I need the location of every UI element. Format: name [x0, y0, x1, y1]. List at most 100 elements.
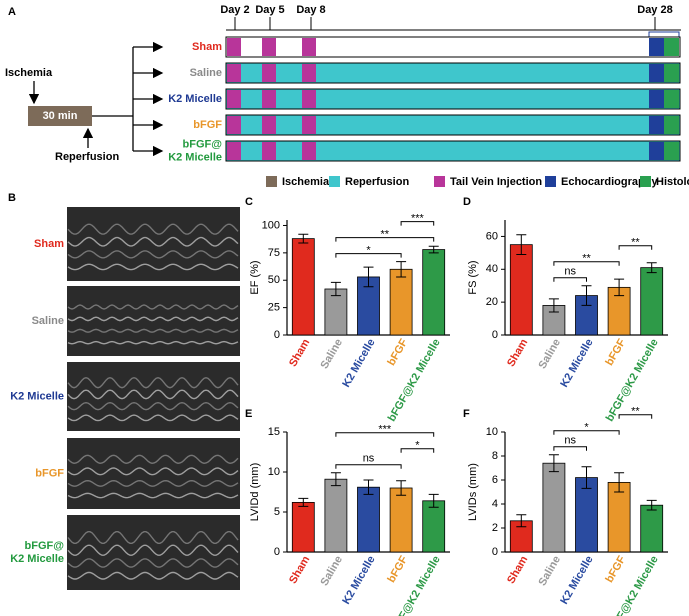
- echo-seg: [649, 116, 664, 134]
- sig-label: ns: [564, 266, 576, 278]
- y-tick-label: 0: [492, 329, 498, 341]
- bar: [389, 487, 413, 553]
- y-tick-label: 75: [268, 247, 280, 259]
- echo-trace: [67, 401, 239, 411]
- echo-trace: [67, 389, 239, 400]
- timeline-row: [225, 62, 681, 84]
- legend-label: Ischemia: [282, 176, 330, 188]
- legend-label: Tail Vein Injection: [450, 176, 542, 188]
- panel-label: B: [8, 192, 16, 204]
- error-bar: [298, 497, 309, 507]
- echo-trace: [67, 250, 239, 259]
- group-label: K2 Micelle: [168, 93, 222, 105]
- error-bar: [330, 281, 341, 297]
- sig-label: **: [381, 229, 390, 241]
- legend-label: Echocardiography: [561, 176, 658, 188]
- error-bar: [396, 480, 407, 496]
- echo-trace: [67, 467, 239, 476]
- injection: [302, 90, 316, 108]
- echo-seg: [649, 90, 664, 108]
- legend-swatch: [329, 176, 340, 187]
- timeline-row: [225, 36, 681, 58]
- echo-seg: [649, 142, 664, 160]
- legend-swatch: [640, 176, 651, 187]
- error-bar: [428, 493, 439, 508]
- sig-label: **: [631, 406, 640, 418]
- panel-label: D: [463, 196, 471, 208]
- bar: [542, 462, 566, 553]
- day-label: Day 2: [220, 4, 249, 16]
- group-label: Sham: [192, 41, 222, 53]
- sig-bracket: [618, 414, 653, 419]
- sig-label: ns: [564, 435, 576, 447]
- injection: [302, 142, 316, 160]
- bar: [324, 478, 348, 553]
- echo-image: [67, 438, 240, 509]
- error-bar: [516, 514, 527, 528]
- x-tick-label: bFGF: [603, 337, 628, 368]
- bar: [509, 244, 533, 336]
- x-tick-label: K2 Micelle: [340, 337, 377, 390]
- echo-trace: [67, 479, 239, 487]
- echo-trace: [67, 414, 239, 422]
- bar: [357, 486, 380, 553]
- legend-label: Reperfusion: [345, 176, 409, 188]
- image-label: Sham: [34, 238, 64, 250]
- panel-label: C: [245, 196, 253, 208]
- x-tick-label: Saline: [536, 337, 563, 371]
- bar: [291, 238, 315, 336]
- echo-trace: [67, 492, 239, 499]
- y-tick-label: 2: [492, 522, 498, 534]
- injection: [302, 38, 316, 56]
- error-bar: [298, 233, 309, 244]
- y-tick-label: 40: [486, 263, 498, 275]
- histo-seg: [664, 90, 679, 108]
- echo-seg: [649, 38, 664, 56]
- error-bar: [581, 285, 592, 306]
- echo-trace: [67, 531, 239, 544]
- y-tick-label: 8: [492, 450, 498, 462]
- day28-bracket: [648, 31, 680, 37]
- echo-trace: [67, 304, 239, 310]
- error-bar: [428, 245, 439, 254]
- error-bar: [548, 298, 559, 313]
- day-label: Day 28: [637, 4, 672, 16]
- y-axis-label: LVIDd (mm): [249, 463, 261, 521]
- error-bar: [516, 234, 527, 255]
- injection: [262, 64, 276, 82]
- y-tick-label: 15: [268, 426, 280, 438]
- echo-trace: [67, 340, 239, 345]
- echo-trace: [67, 544, 239, 556]
- y-tick-label: 100: [262, 219, 280, 231]
- error-bar: [614, 472, 625, 493]
- echo-trace: [67, 236, 239, 247]
- sig-label: *: [366, 245, 371, 257]
- image-label: bFGF: [35, 467, 64, 479]
- panel-label: A: [8, 6, 16, 18]
- sig-bracket: [618, 245, 653, 250]
- histo-seg: [664, 38, 679, 56]
- sig-bracket: [335, 464, 402, 469]
- bar: [422, 500, 446, 553]
- sig-label: ***: [411, 213, 425, 225]
- y-tick-label: 0: [492, 546, 498, 558]
- bar: [640, 267, 664, 336]
- ischemia-box: [28, 106, 92, 126]
- bar: [291, 501, 315, 553]
- sig-bracket: [553, 277, 587, 282]
- legend-swatch: [434, 176, 445, 187]
- bar: [422, 249, 446, 336]
- x-tick-label: K2 Micelle: [340, 554, 377, 607]
- x-tick-label: Saline: [318, 337, 345, 371]
- injection: [262, 116, 276, 134]
- x-tick-label: Saline: [318, 554, 345, 588]
- y-tick-label: 0: [274, 329, 280, 341]
- bar: [607, 481, 631, 553]
- error-bar: [614, 278, 625, 297]
- error-bar: [363, 479, 374, 495]
- bar: [640, 504, 664, 553]
- group-label: K2 Micelle: [168, 151, 222, 163]
- injection: [227, 90, 241, 108]
- reperfusion-label: Reperfusion: [55, 151, 119, 163]
